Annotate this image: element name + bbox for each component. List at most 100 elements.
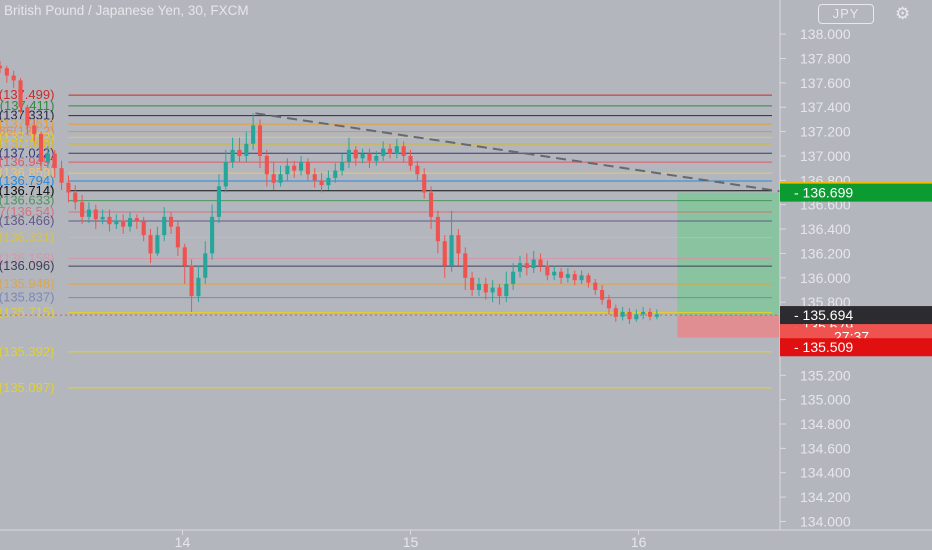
candle	[271, 174, 276, 183]
price-tag-label: - 135.509	[794, 339, 853, 355]
candle	[408, 155, 413, 166]
candle	[264, 155, 269, 175]
candle	[107, 216, 112, 225]
candle	[299, 162, 304, 171]
candle	[531, 259, 536, 269]
fib-label: -0.27(136.54)	[0, 204, 54, 219]
fib-label: 1.272(137.499)	[0, 87, 54, 102]
y-tick-label: 135.200	[800, 367, 851, 383]
fib-label: 0(136.714)	[0, 183, 54, 198]
candle	[340, 162, 345, 171]
candle	[223, 162, 228, 187]
y-tick-label: 136.400	[800, 221, 851, 237]
fib-label: -1(136.096)	[0, 258, 54, 273]
candle	[244, 143, 249, 156]
y-tick-label: 138.000	[800, 26, 851, 42]
candle	[654, 314, 659, 317]
fib-label: -0.618(136.331)	[0, 229, 54, 244]
candle	[210, 216, 215, 254]
currency-button[interactable]: JPY	[818, 4, 874, 24]
candle	[435, 216, 440, 242]
candle	[627, 311, 632, 320]
candle	[134, 218, 139, 222]
trendline	[255, 112, 781, 193]
y-tick-label: 137.600	[800, 75, 851, 91]
candle	[565, 274, 570, 278]
candle	[196, 277, 201, 297]
candle	[346, 149, 351, 163]
candle	[305, 162, 310, 175]
y-tick-label: 134.800	[800, 416, 851, 432]
fib-label: -1.42(135.837)	[0, 290, 54, 305]
y-tick-label: 137.400	[800, 99, 851, 115]
candle	[59, 168, 64, 183]
candle	[593, 282, 598, 290]
candle	[189, 265, 194, 297]
y-tick-label: 137.000	[800, 148, 851, 164]
candle	[559, 271, 564, 278]
y-tick-label: 137.200	[800, 124, 851, 140]
candle	[162, 216, 167, 236]
candle	[73, 192, 78, 203]
price-tag	[780, 183, 932, 202]
gear-icon[interactable]: ⚙	[895, 4, 911, 23]
candle	[114, 220, 119, 225]
candle	[517, 263, 523, 272]
candle	[11, 75, 16, 81]
candle	[606, 299, 611, 309]
candle	[86, 209, 91, 217]
stop-zone	[677, 315, 780, 338]
candle	[216, 186, 221, 217]
fib-label: -0.9002(136.158)	[0, 251, 54, 266]
candle	[586, 275, 591, 283]
candle	[449, 235, 454, 266]
candle	[538, 259, 543, 266]
candle	[422, 174, 427, 193]
candle	[497, 287, 502, 297]
y-tick-label: 136.200	[800, 245, 851, 261]
candle	[18, 80, 23, 108]
fib-label: -1.618(135.715)	[0, 305, 54, 320]
candle	[32, 125, 37, 135]
candle	[0, 65, 3, 69]
x-tick-label: 14	[175, 534, 191, 550]
candle	[374, 155, 379, 161]
candle	[511, 271, 516, 284]
candle	[39, 134, 44, 163]
y-tick-label: 134.400	[800, 465, 851, 481]
candle	[360, 153, 365, 159]
candle	[175, 226, 180, 248]
fib-label: -2.618(135.097)	[0, 380, 54, 395]
candle	[401, 146, 406, 156]
price-tag-label: - 136.699	[794, 185, 853, 201]
candle	[490, 287, 495, 293]
candle	[230, 149, 235, 163]
y-tick-label: 134.200	[800, 489, 851, 505]
candle	[456, 235, 461, 254]
candle	[312, 174, 317, 181]
candle	[552, 271, 557, 276]
price-tag	[780, 338, 932, 357]
candle	[613, 308, 618, 317]
candle	[155, 235, 160, 254]
candle	[148, 235, 153, 254]
candle	[278, 174, 283, 183]
x-tick-label: 16	[631, 534, 647, 550]
candle	[25, 107, 30, 126]
candle	[600, 289, 605, 300]
candle	[182, 247, 187, 266]
candle	[647, 311, 653, 317]
y-tick-label: 137.800	[800, 50, 851, 66]
candle	[319, 180, 324, 186]
candle	[237, 149, 242, 156]
fib-label: -2.14(135.392)	[0, 344, 54, 359]
candle	[333, 170, 338, 178]
candle	[634, 314, 639, 320]
candle	[579, 275, 584, 281]
candle	[367, 153, 372, 161]
candle	[4, 68, 9, 76]
fib-label: -1.24(135.948)	[0, 276, 54, 291]
candle	[415, 165, 420, 175]
